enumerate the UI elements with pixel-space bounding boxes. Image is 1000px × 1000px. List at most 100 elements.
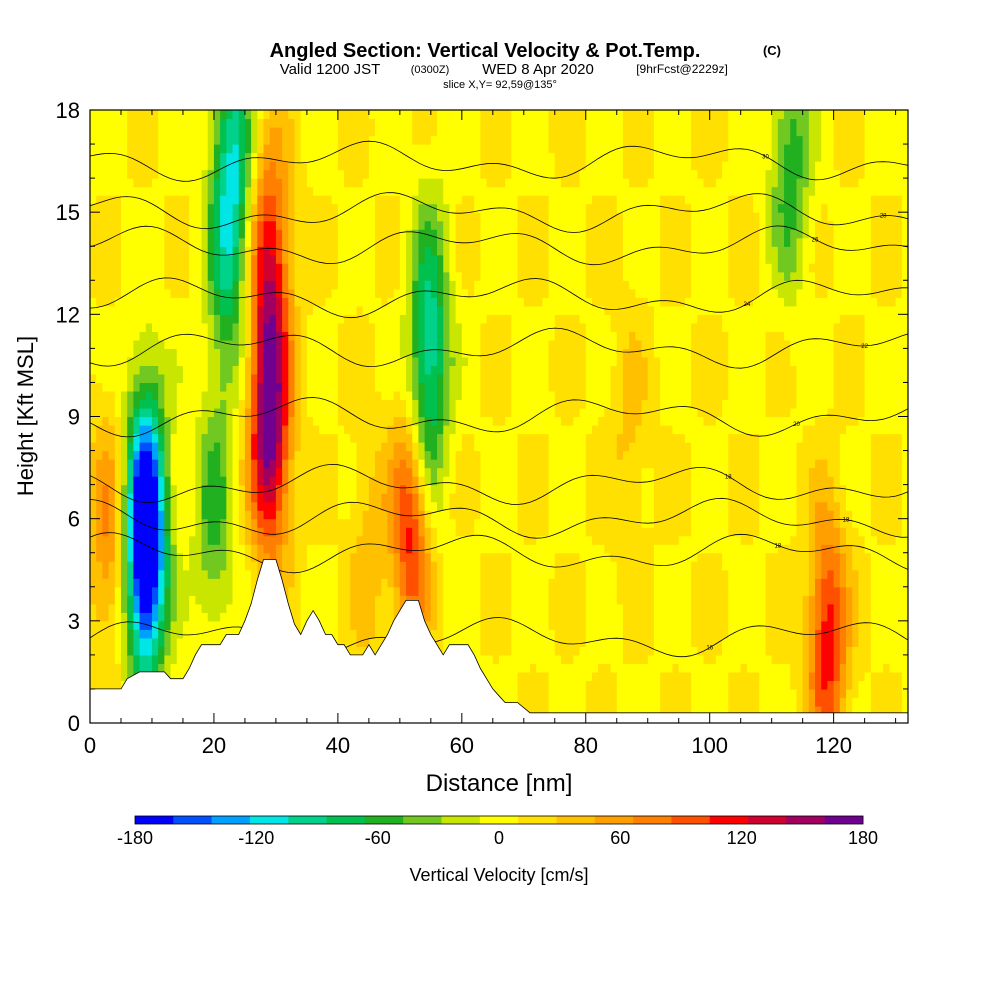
velocity-cell [170, 646, 178, 656]
velocity-cell [207, 254, 215, 264]
velocity-cell [220, 459, 227, 469]
velocity-cell [288, 586, 296, 596]
velocity-cell [288, 169, 296, 179]
velocity-cell [313, 237, 320, 247]
velocity-cell [505, 407, 512, 418]
velocity-cell [511, 586, 519, 596]
velocity-cell [133, 442, 141, 452]
velocity-cell [133, 450, 141, 460]
velocity-cell [269, 365, 277, 375]
velocity-cell [145, 297, 153, 307]
velocity-cell [232, 595, 240, 605]
velocity-cell [151, 535, 159, 545]
velocity-cell [399, 348, 407, 358]
velocity-cell [368, 390, 376, 401]
velocity-cell [313, 356, 320, 367]
velocity-cell [412, 229, 420, 239]
velocity-cell [406, 373, 413, 384]
velocity-cell [399, 263, 407, 273]
velocity-cell [170, 416, 178, 426]
velocity-cell [164, 186, 172, 196]
velocity-cell [406, 450, 413, 460]
velocity-cell [443, 467, 451, 477]
velocity-cell [226, 433, 234, 443]
velocity-cell [437, 510, 444, 520]
velocity-cell [114, 399, 122, 409]
velocity-cell [232, 212, 240, 222]
velocity-cell [443, 237, 451, 247]
velocity-cell [325, 288, 333, 298]
velocity-cell [102, 127, 110, 137]
velocity-cell [90, 416, 97, 426]
velocity-cell [145, 237, 153, 247]
velocity-cell [362, 246, 370, 256]
velocity-cell [164, 510, 172, 520]
velocity-cell [499, 356, 506, 367]
velocity-cell [294, 144, 302, 154]
velocity-cell [133, 620, 141, 630]
velocity-cell [486, 620, 494, 630]
velocity-cell [226, 339, 234, 349]
velocity-cell [362, 322, 370, 332]
velocity-cell [300, 527, 308, 537]
velocity-cell [232, 476, 240, 486]
velocity-cell [399, 322, 407, 332]
velocity-cell [182, 118, 190, 128]
velocity-cell [102, 612, 110, 622]
velocity-cell [114, 433, 122, 443]
velocity-cell [375, 271, 382, 281]
velocity-cell [108, 144, 116, 154]
velocity-cell [511, 110, 519, 120]
velocity-cell [306, 169, 314, 179]
velocity-cell [443, 459, 451, 469]
velocity-cell [505, 501, 512, 511]
velocity-cell [232, 280, 240, 290]
velocity-cell [443, 339, 451, 349]
velocity-cell [381, 535, 389, 545]
velocity-cell [492, 603, 500, 613]
velocity-cell [102, 620, 110, 630]
velocity-cell [325, 484, 333, 494]
velocity-cell [356, 169, 364, 179]
velocity-cell [350, 169, 358, 179]
velocity-cell [468, 459, 475, 469]
velocity-cell [220, 382, 227, 392]
velocity-cell [151, 152, 159, 162]
velocity-cell [449, 314, 457, 324]
velocity-cell [102, 467, 110, 477]
velocity-cell [207, 161, 215, 171]
velocity-cell [319, 186, 327, 196]
velocity-cell [331, 237, 339, 247]
velocity-cell [139, 127, 147, 137]
velocity-cell [96, 237, 103, 247]
velocity-cell [226, 629, 234, 639]
velocity-cell [176, 535, 184, 545]
velocity-cell [406, 118, 413, 128]
velocity-cell [418, 450, 426, 460]
velocity-cell [244, 416, 252, 426]
velocity-cell [195, 373, 203, 384]
velocity-cell [418, 493, 426, 503]
velocity-cell [505, 390, 512, 401]
velocity-cell [114, 680, 122, 690]
velocity-cell [468, 399, 475, 409]
velocity-cell [213, 195, 221, 205]
velocity-cell [461, 425, 469, 435]
velocity-cell [511, 442, 519, 452]
velocity-cell [430, 518, 438, 528]
velocity-cell [474, 127, 482, 137]
velocity-cell [393, 510, 401, 520]
velocity-cell [145, 527, 153, 537]
velocity-cell [387, 161, 395, 171]
velocity-cell [207, 365, 215, 375]
velocity-cell [251, 348, 258, 358]
velocity-cell [331, 305, 339, 315]
velocity-cell [189, 442, 196, 452]
velocity-cell [114, 561, 122, 571]
velocity-cell [269, 322, 277, 332]
velocity-cell [492, 450, 500, 460]
velocity-cell [195, 356, 203, 367]
velocity-cell [288, 212, 296, 222]
velocity-cell [114, 237, 122, 247]
velocity-cell [306, 493, 314, 503]
